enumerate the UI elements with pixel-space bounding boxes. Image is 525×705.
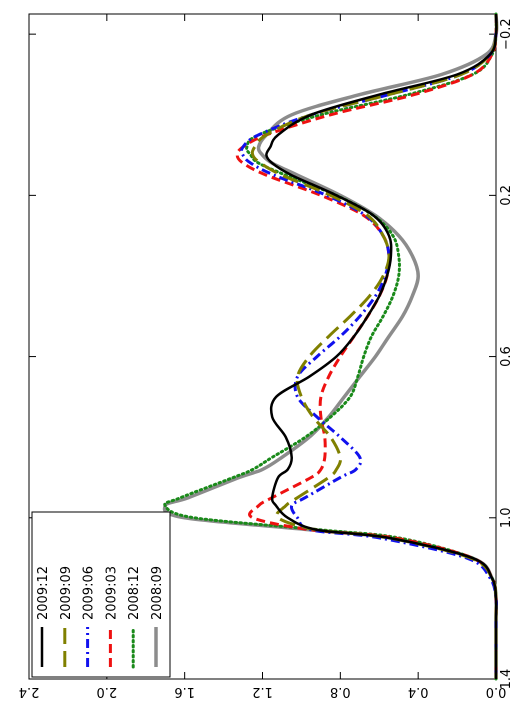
legend-label: 2009:06 xyxy=(82,566,97,620)
legend-label: 2008:12 xyxy=(127,566,142,620)
y-tick-label: 2.0 xyxy=(96,684,117,699)
legend-label: 2008:09 xyxy=(150,566,165,620)
x-tick-label: 0.2 xyxy=(499,185,514,206)
x-tick-label: 1.0 xyxy=(499,507,514,528)
series-layer xyxy=(162,12,499,681)
series-line-2009-12 xyxy=(265,13,498,679)
x-tick-label: 1.4 xyxy=(499,669,514,690)
y-tick-label: 1.2 xyxy=(252,684,273,699)
legend-label: 2009:03 xyxy=(104,566,119,620)
series-line-2009-09 xyxy=(250,13,498,679)
y-tick-label: 0.8 xyxy=(330,684,351,699)
x-tick-label: −0.2 xyxy=(499,18,514,50)
y-tick-label: 0.4 xyxy=(408,684,429,699)
axis-ticks: −0.2 0.2 0.6 1.0 1.40.0 0.4 0.8 1.2 1.6 2.0 2.4 xyxy=(19,14,514,699)
series-line-2009-06 xyxy=(240,13,498,679)
y-tick-label: 2.4 xyxy=(19,684,40,699)
x-tick-label: 0.6 xyxy=(499,346,514,367)
legend-label: 2009:09 xyxy=(59,566,74,620)
y-tick-label: 0.0 xyxy=(486,684,507,699)
legend-box xyxy=(31,511,171,678)
legend: 2008:09 2008:12 2009:03 2009:06 2009:09 2009:… xyxy=(31,511,171,678)
legend-label: 2009:12 xyxy=(36,566,51,620)
y-tick-label: 1.6 xyxy=(174,684,195,699)
